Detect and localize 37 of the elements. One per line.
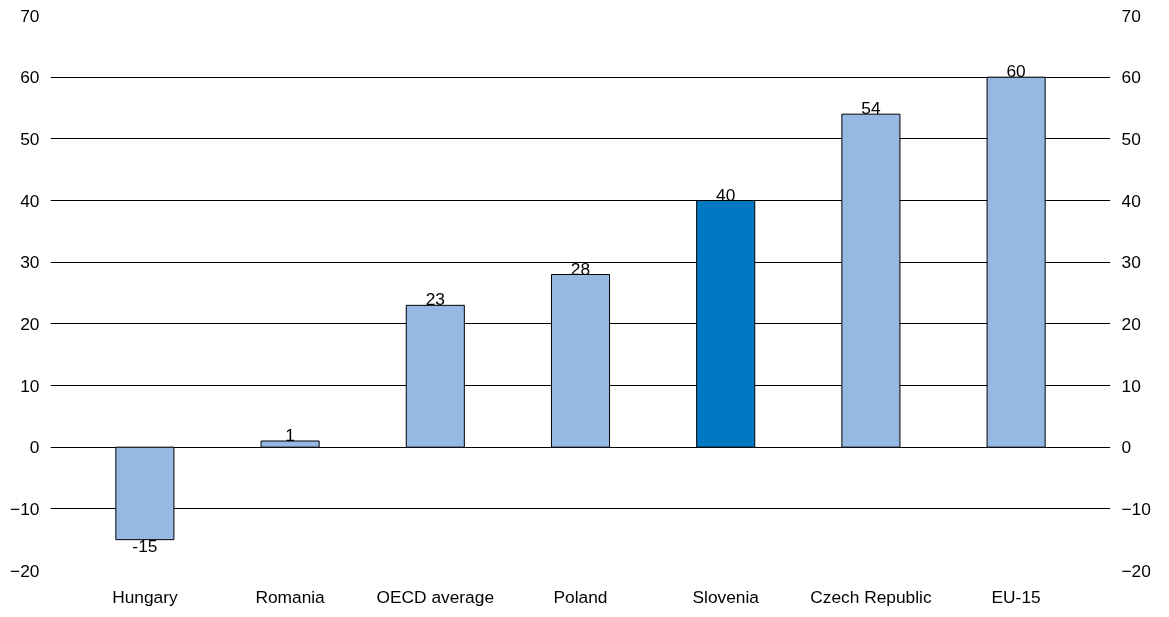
y-tick-label: 20 [20,313,40,334]
y2-tick-label: 30 [1121,252,1141,273]
y2-tick-label: 60 [1121,67,1141,88]
bar [405,304,465,448]
x-tick-label: Poland [553,586,608,607]
y-tick-label: −10 [10,498,40,519]
y-tick-label: 40 [20,190,40,211]
data-label: 23 [425,289,445,310]
y2-tick-label: 10 [1121,375,1141,396]
data-label: 54 [861,98,881,119]
y-tick-label: 30 [20,252,40,273]
data-label: 60 [1006,61,1026,82]
y-tick-label: 70 [20,5,40,26]
x-tick-label: EU-15 [991,586,1041,607]
y-tick-label: 50 [20,128,40,149]
y2-tick-label: −10 [1121,498,1151,519]
bar [841,113,901,448]
x-tick-label: Romania [255,586,326,607]
y2-tick-label: 20 [1121,313,1141,334]
y2-tick-label: −20 [1121,560,1151,581]
y-tick-label: −20 [10,560,40,581]
y-tick-label: 60 [20,67,40,88]
x-tick-label: Czech Republic [810,586,932,607]
x-tick-label: Slovenia [692,586,760,607]
data-label: 1 [285,425,295,445]
y-tick-label: 10 [20,375,40,396]
y2-tick-label: 0 [1121,437,1132,458]
x-tick-label: OECD average [376,586,495,607]
data-label: -15 [132,535,158,556]
bar [696,200,756,448]
y-tick-label: 0 [29,437,40,458]
y2-tick-label: 70 [1121,5,1141,26]
y2-tick-label: 40 [1121,190,1141,211]
x-tick-label: Hungary [112,586,178,607]
bar [260,440,320,448]
bar [550,274,611,448]
y2-tick-label: 50 [1121,128,1141,149]
